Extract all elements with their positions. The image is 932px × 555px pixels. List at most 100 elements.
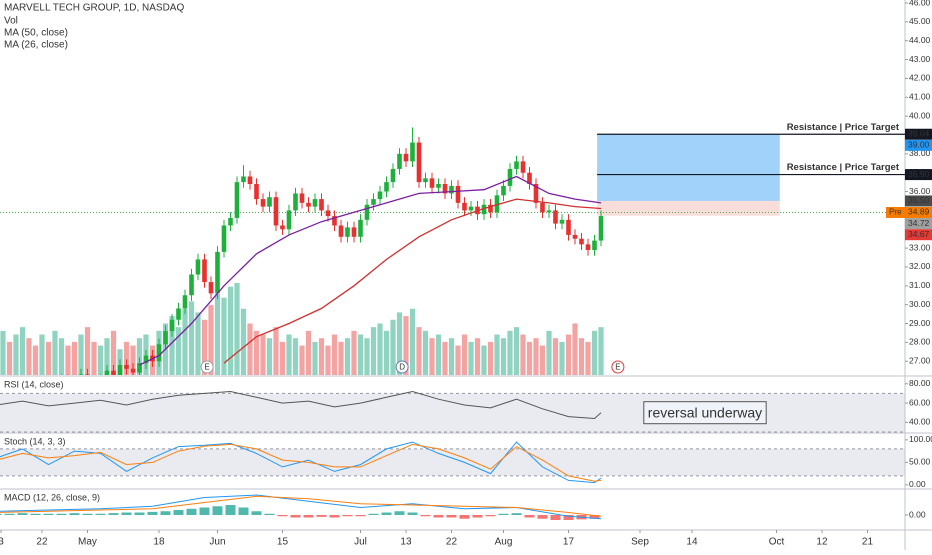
price-label-text: 35.50 (908, 195, 930, 205)
price-label-text: 39.04 (908, 128, 930, 138)
volume-bar (286, 334, 292, 375)
candle-body (397, 153, 402, 169)
candle-body (111, 370, 116, 375)
volume-bar (78, 334, 84, 375)
price-label-text: 34.67 (908, 229, 930, 239)
candle-body (390, 168, 396, 183)
volume-bar (71, 341, 78, 375)
x-tick-label: 21 (862, 537, 874, 548)
volume-bar (84, 327, 91, 375)
volume-bar (526, 341, 533, 375)
histogram-bar (264, 513, 275, 515)
y-tick-label: 41.00 (909, 92, 931, 102)
histogram-bar (56, 513, 67, 515)
x-tick-label: Oct (769, 537, 785, 548)
candle-body (468, 206, 474, 211)
histogram-bar (277, 515, 288, 517)
histogram-bar (290, 515, 301, 518)
volume-bar (110, 330, 117, 375)
candle-body (494, 195, 500, 213)
volume-bar (533, 338, 539, 375)
histogram-bar (121, 512, 132, 515)
volume-bar (227, 286, 234, 375)
price-label-text: 36.90 (908, 169, 930, 179)
volume-bar (325, 345, 331, 375)
histogram-bar (407, 512, 418, 515)
candle-body (176, 308, 181, 320)
candle-body (455, 185, 461, 203)
candle-body (514, 161, 519, 169)
volume-bar (39, 334, 45, 375)
candle-body (319, 199, 324, 211)
y-tick-label: 29.00 (909, 318, 931, 328)
price-label (905, 218, 932, 230)
candle-body (507, 168, 513, 186)
volume-bar (448, 338, 455, 375)
candle-body (371, 199, 376, 205)
candle-body (488, 204, 493, 213)
y-tick-label: 60.00 (909, 397, 931, 407)
volume-bar (500, 338, 507, 375)
volume-bar (318, 338, 325, 375)
candle-body (540, 202, 545, 213)
histogram-bar (537, 515, 548, 519)
volume-bar (19, 327, 26, 375)
volume-bar (468, 341, 474, 375)
candle-body (306, 202, 311, 207)
candle-body (449, 185, 454, 194)
indicator-band (0, 393, 905, 432)
volume-bar (487, 341, 494, 375)
indicator-band (0, 448, 905, 476)
target-zone (597, 134, 780, 201)
volume-bar (58, 338, 65, 375)
volume-bar (312, 341, 318, 375)
price-label (905, 229, 932, 241)
event-marker (611, 360, 625, 374)
candle-body (527, 172, 532, 185)
volume-bar (188, 301, 195, 375)
volume-bar (559, 341, 565, 375)
candle-body (85, 374, 90, 375)
candle-body (273, 197, 279, 226)
volume-bar (344, 338, 351, 375)
volume-bar (65, 345, 71, 375)
event-marker (200, 360, 214, 374)
histogram-bar (381, 512, 392, 515)
volume-bar (266, 338, 273, 375)
volume-bar (292, 338, 299, 375)
volume-bar (598, 327, 604, 375)
volume-bar (175, 327, 182, 375)
y-tick-label: 28.00 (909, 337, 931, 347)
x-tick-label: Aug (495, 537, 513, 548)
histogram-bar (0, 513, 2, 515)
histogram-bar (147, 511, 158, 515)
volume-bar (97, 345, 104, 375)
histogram-bar (355, 515, 366, 517)
x-tick-label: Sep (631, 537, 649, 548)
candle-body (189, 274, 194, 296)
candle-body (592, 240, 597, 250)
volume-bar (136, 338, 143, 375)
candle-body (442, 184, 448, 194)
x-tick-label: May (78, 537, 97, 548)
pane-title: RSI (14, close) (4, 379, 64, 389)
y-tick-label: 0.00 (909, 479, 926, 489)
x-tick-label: Jul (354, 537, 367, 548)
candle-body (195, 259, 201, 275)
histogram-bar (30, 513, 41, 515)
candle-body (117, 365, 123, 375)
y-tick-label: 32.00 (909, 261, 931, 271)
y-tick-label: 45.00 (909, 16, 931, 26)
candle-body (410, 142, 415, 162)
pane-title: Stoch (14, 3, 3) (4, 436, 66, 446)
y-tick-label: 100.00 (909, 434, 932, 444)
price-label-text: 34.72 (908, 218, 930, 228)
volume-bar (6, 341, 13, 375)
candle-body (423, 178, 428, 183)
candle-body (598, 216, 604, 241)
candle-body (585, 244, 591, 250)
candle-body (429, 178, 435, 188)
volume-bar (260, 334, 266, 375)
volume-bar (299, 345, 305, 375)
